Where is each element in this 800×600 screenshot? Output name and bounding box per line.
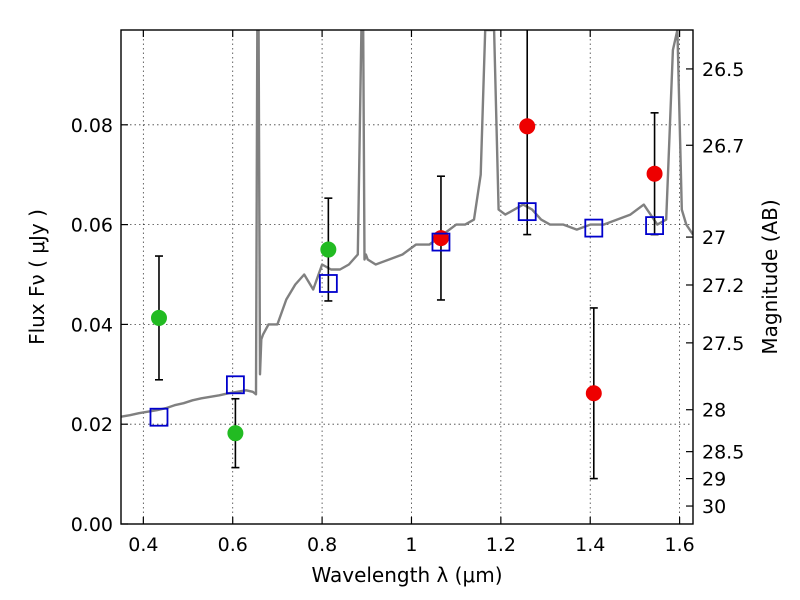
model-spectrum-line — [121, 30, 693, 418]
magnitude-tick-label: 29 — [702, 469, 726, 491]
x-tick-label: 1.2 — [486, 534, 516, 556]
y-tick-label: 0.08 — [71, 115, 113, 137]
x-axis-label: Wavelength λ (μm) — [311, 563, 502, 587]
magnitude-tick-label: 26.5 — [702, 59, 744, 81]
x-tick-label: 1 — [405, 534, 417, 556]
magnitude-tick-label: 27.2 — [702, 275, 744, 297]
model-photometry-marker — [645, 216, 664, 236]
model-photometry-marker — [225, 375, 245, 395]
magnitude-tick-label: 28.5 — [702, 442, 744, 464]
observed-flux-marker — [646, 165, 663, 182]
x-tick-label: 1.6 — [664, 534, 694, 556]
magnitude-tick-label: 27 — [702, 227, 726, 249]
magnitude-tick-label: 26.7 — [702, 135, 744, 157]
y-axis-label: Flux Fν ( μJy ) — [25, 209, 49, 345]
observed-flux-marker — [519, 118, 536, 135]
x-tick-label: 0.6 — [218, 534, 248, 556]
model-photometry-marker — [431, 232, 451, 252]
x-tick-label: 1.4 — [575, 534, 605, 556]
observed-flux-marker — [150, 309, 167, 326]
observed-flux-marker — [320, 241, 337, 258]
y-tick-label: 0.06 — [71, 215, 113, 237]
x-tick-label: 0.4 — [128, 534, 158, 556]
x-tick-label: 0.8 — [307, 534, 337, 556]
model-photometry-marker — [517, 202, 537, 222]
grid-lines — [121, 30, 693, 525]
y-tick-label: 0.02 — [71, 414, 113, 436]
model-photometry-marker — [318, 274, 338, 293]
observed-flux-marker — [227, 425, 244, 442]
magnitude-tick-label: 28 — [702, 400, 726, 422]
plot-area — [121, 30, 693, 480]
y-tick-label: 0.04 — [71, 314, 113, 336]
axes-frame — [120, 29, 694, 525]
magnitude-tick-label: 27.5 — [702, 333, 744, 355]
magnitude-tick-label: 30 — [702, 496, 726, 518]
y-axis-right-label: Magnitude (AB) — [758, 199, 782, 354]
axis-ticks: 0.4 0.6 0.8 1 1.2 1.4 1.6 0.00 0.02 0.04 0.06 0.08 2… — [71, 30, 744, 556]
model-photometry-marker — [584, 218, 604, 238]
model-photometry-marker — [149, 407, 169, 427]
y-tick-label: 0.00 — [71, 514, 113, 536]
observed-flux-marker — [585, 385, 602, 402]
